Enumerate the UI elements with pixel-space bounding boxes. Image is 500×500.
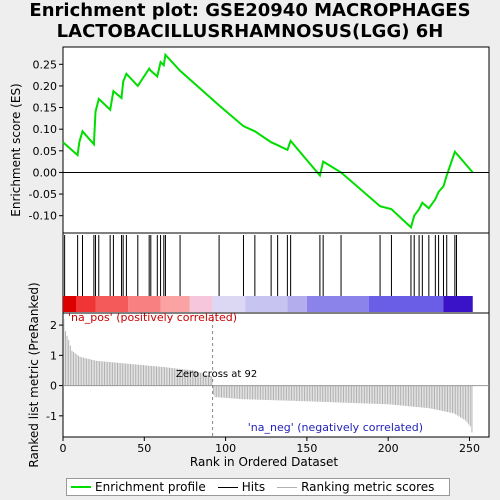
xtick-label: 200 <box>378 442 399 455</box>
rank-color-segment <box>287 296 307 312</box>
neg-correlated-label: 'na_neg' (negatively correlated) <box>248 421 423 434</box>
rank-color-segment <box>76 296 96 312</box>
legend-ranking-swatch <box>277 486 298 488</box>
ranking-ytick-label: -1 <box>46 410 57 423</box>
ranking-axis-label: Ranked list metric (PreRanked) <box>27 282 41 467</box>
xtick-label: 0 <box>60 442 67 455</box>
legend-item-ranking: Ranking metric scores <box>277 480 434 494</box>
pos-correlated-label: 'na_pos' (positively correlated) <box>68 311 237 324</box>
es-ytick-label: -0.10 <box>29 210 57 223</box>
es-ytick-label: 0.00 <box>33 166 58 179</box>
ranking-ytick-label: 1 <box>50 349 57 362</box>
xtick-label: 250 <box>459 442 480 455</box>
enrichment-layer <box>62 52 474 230</box>
es-ytick-label: 0.10 <box>33 123 58 136</box>
ranking-ytick-label: 2 <box>50 319 57 332</box>
xtick-label: 50 <box>137 442 151 455</box>
hits-layer <box>64 235 457 296</box>
legend-hits-label: Hits <box>241 480 266 494</box>
es-ytick-label: 0.25 <box>33 58 58 71</box>
zero-cross-label: Zero cross at 92 <box>176 369 257 380</box>
rank-color-segment <box>368 296 444 312</box>
rank-color-segment <box>63 296 77 312</box>
rank-color-segment <box>306 296 369 312</box>
legend-item-hits: Hits <box>217 480 266 494</box>
es-ytick-label: 0.20 <box>33 80 58 93</box>
axes-layer: -0.10-0.050.000.050.100.150.200.25-10120… <box>29 58 489 455</box>
enrichment-panel <box>62 46 490 234</box>
chart-title: Enrichment plot: GSE20940 MACROPHAGES LA… <box>0 0 500 42</box>
es-ytick-label: -0.05 <box>29 188 57 201</box>
legend-ranking-label: Ranking metric scores <box>301 480 435 494</box>
ranking-ytick-label: 0 <box>50 380 57 393</box>
xtick-label: 150 <box>296 442 317 455</box>
ranking-layer <box>63 319 473 433</box>
rank-color-segment <box>160 296 190 312</box>
rank-color-segment <box>189 296 213 312</box>
rank-color-segment <box>95 296 129 312</box>
rank-color-segment <box>443 296 473 312</box>
es-ytick-label: 0.05 <box>33 145 58 158</box>
legend-es-label: Enrichment profile <box>95 480 206 494</box>
es-profile-line <box>62 52 474 230</box>
legend-item-es: Enrichment profile <box>71 480 206 494</box>
chart-title-line2: LACTOBACILLUSRHAMNOSUS(LGG) 6H <box>56 21 444 42</box>
legend-es-swatch <box>71 486 91 488</box>
chart-title-line1: Enrichment plot: GSE20940 MACROPHAGES <box>29 0 471 21</box>
x-axis-label: Rank in Ordered Dataset <box>190 455 338 469</box>
es-ytick-label: 0.15 <box>33 102 58 115</box>
legend-hits-swatch <box>217 486 238 488</box>
rank-color-segment <box>212 296 246 312</box>
legend: Enrichment profile Hits Ranking metric s… <box>66 478 450 496</box>
xtick-label: 100 <box>215 442 236 455</box>
rank-color-segment <box>128 296 161 312</box>
rank-color-segment <box>245 296 288 312</box>
es-axis-label: Enrichment score (ES) <box>9 83 23 216</box>
rank-color-bar <box>63 296 473 312</box>
